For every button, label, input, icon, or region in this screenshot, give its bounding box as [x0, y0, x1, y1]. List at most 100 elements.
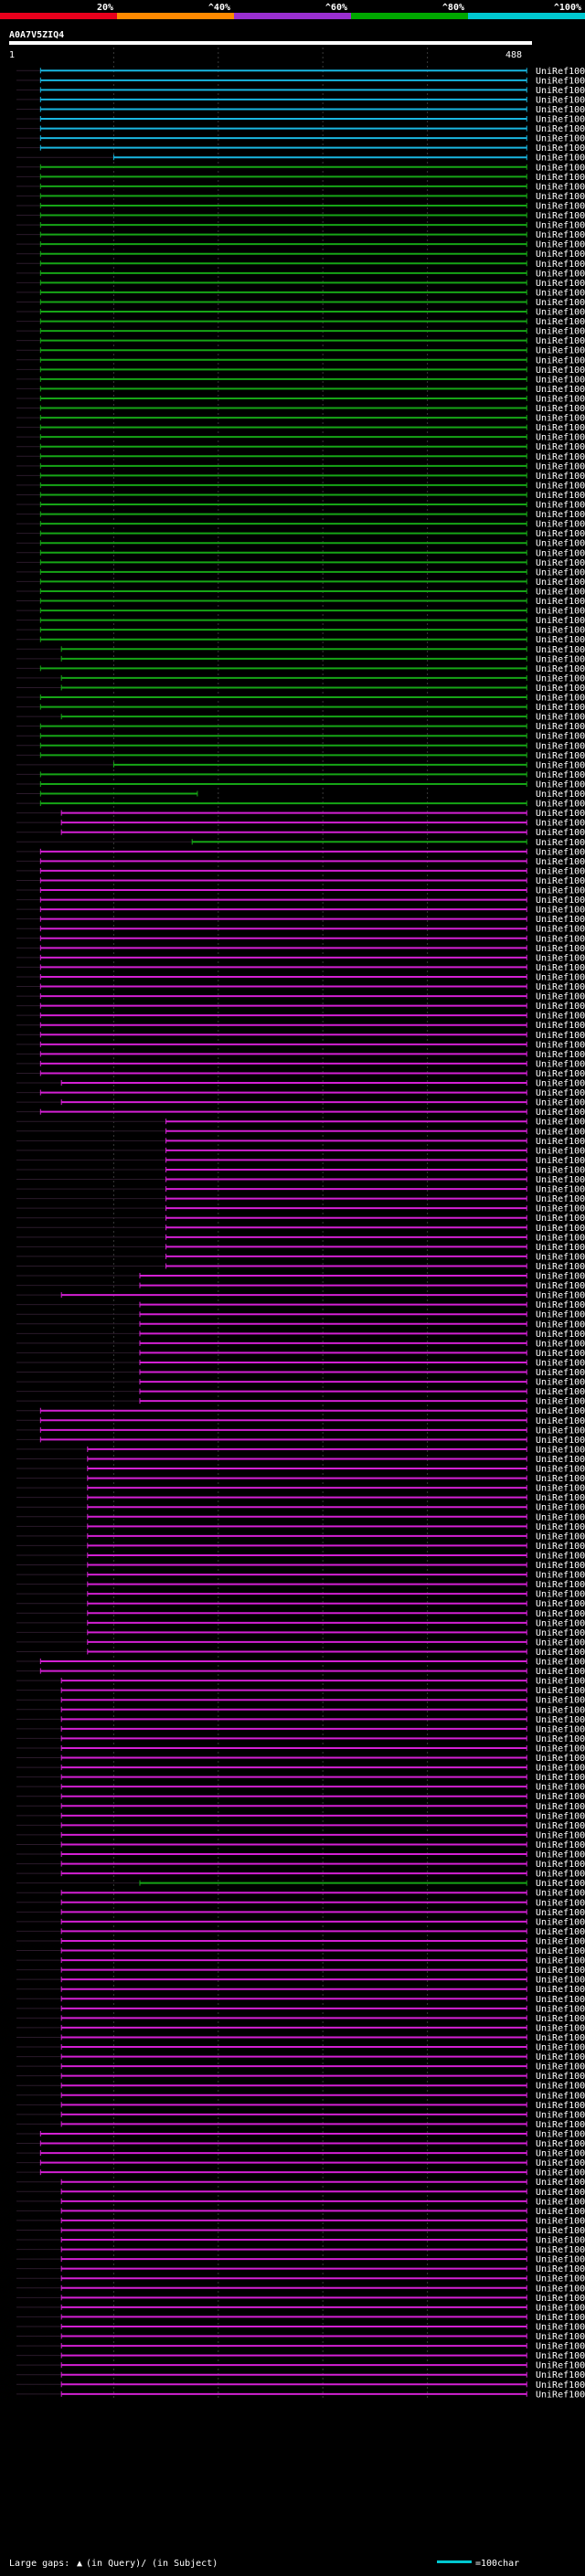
hit-id-label[interactable]: UniRef100_B4JSP5 — [536, 2284, 585, 2294]
hit-id-label[interactable]: UniRef100_Q7UZV5 — [536, 2149, 585, 2159]
hit-id-label[interactable]: UniRef100_Q8XAR0 — [536, 1214, 585, 1224]
hit-id-label[interactable]: UniRef100_UP1000.. — [536, 2101, 585, 2111]
hit-id-label[interactable]: UniRef100_Q84179 — [536, 308, 585, 318]
hit-id-label[interactable]: UniRef100_Q6GPN2 — [536, 1493, 585, 1503]
hit-id-label[interactable]: UniRef100_C5Q2B5 — [536, 1185, 585, 1195]
hit-id-label[interactable]: UniRef100_Q9SPH0 — [536, 1118, 585, 1128]
hit-id-label[interactable]: UniRef100_UP1000.. — [536, 857, 585, 867]
hit-id-label[interactable]: UniRef100_Q2MJ44 — [536, 1802, 585, 1812]
hit-id-label[interactable]: UniRef100_Q22547 — [536, 1927, 585, 1937]
hit-id-label[interactable]: UniRef100_B9T5S8 — [536, 963, 585, 973]
hit-id-label[interactable]: UniRef100_A9P833 — [536, 520, 585, 530]
hit-id-label[interactable]: UniRef100_B0TZY4 — [536, 1599, 585, 1609]
hit-id-label[interactable]: UniRef100_A9NXS7 — [536, 703, 585, 713]
hit-id-label[interactable]: UniRef100_B9R826 — [536, 240, 585, 250]
hit-id-label[interactable]: UniRef100_Q2QSP0 — [536, 684, 585, 694]
hit-id-label[interactable]: UniRef100_Q5ZC46 — [536, 2380, 585, 2390]
hit-id-label[interactable]: UniRef100_UP1000.. — [536, 1840, 585, 1850]
hit-id-label[interactable]: UniRef100_Q5DE11 — [536, 1976, 585, 1986]
hit-id-label[interactable]: UniRef100_UP1000.. — [536, 1300, 585, 1310]
hit-id-label[interactable]: UniRef100_Q43580 — [536, 558, 585, 568]
hit-id-label[interactable]: UniRef100_A5AEP3 — [536, 944, 585, 954]
hit-id-label[interactable]: UniRef100_A9P971 — [536, 182, 585, 192]
hit-id-label[interactable]: UniRef100_UP1000.. — [536, 1445, 585, 1455]
hit-id-label[interactable]: UniRef100_Q6UB43 — [536, 355, 585, 366]
hit-id-label[interactable]: UniRef100_A6E4C3 — [536, 1059, 585, 1069]
hit-id-label[interactable]: UniRef100_Q70136 — [536, 673, 585, 684]
hit-id-label[interactable]: UniRef100_Q9N166 — [536, 1734, 585, 1744]
hit-id-label[interactable]: UniRef100_Q0KJ00 — [536, 67, 585, 77]
hit-id-label[interactable]: UniRef100_Q9M5A0 — [536, 2322, 585, 2332]
hit-id-label[interactable]: UniRef100_Q41698 — [536, 134, 585, 144]
hit-id-label[interactable]: UniRef100_Q8RW09 — [536, 2197, 585, 2207]
hit-id-label[interactable]: UniRef100_B5U4X8 — [536, 1233, 585, 1243]
hit-id-label[interactable]: UniRef100_UP1000.. — [536, 1455, 585, 1465]
hit-id-label[interactable]: UniRef100_A7PZE2 — [536, 2168, 585, 2178]
hit-id-label[interactable]: UniRef100_UP1000.. — [536, 1898, 585, 1908]
hit-id-label[interactable]: UniRef100_C0PS89 — [536, 722, 585, 732]
hit-id-label[interactable]: UniRef100_Q27058 — [536, 1764, 585, 1774]
hit-id-label[interactable]: UniRef100_Q4BQC6 — [536, 1204, 585, 1214]
hit-id-label[interactable]: UniRef100_Q26909 — [536, 1088, 585, 1098]
hit-id-label[interactable]: UniRef100_Q5PX53 — [536, 2351, 585, 2361]
hit-id-label[interactable]: UniRef100_Q6F6A6 — [536, 1339, 585, 1349]
hit-id-label[interactable]: UniRef100_B5U4X2 — [536, 1224, 585, 1234]
hit-id-label[interactable]: UniRef100_A5H1J3 — [536, 288, 585, 298]
hit-id-label[interactable]: UniRef100_Q22HB1 — [536, 1773, 585, 1783]
hit-id-label[interactable]: UniRef100_Q9XCL7 — [536, 934, 585, 944]
hit-id-label[interactable]: UniRef100_Q4W4Z4 — [536, 1426, 585, 1436]
hit-id-label[interactable]: UniRef100_Q9SUL1 — [536, 567, 585, 578]
hit-id-label[interactable]: UniRef100_A9PIG7 — [536, 694, 585, 704]
hit-id-label[interactable]: UniRef100_UP1000.. — [536, 809, 585, 819]
hit-id-label[interactable]: UniRef100_A9CPH5 — [536, 1262, 585, 1272]
hit-id-label[interactable]: UniRef100_B3P3K7 — [536, 2294, 585, 2304]
hit-id-label[interactable]: UniRef100_Q5U969 — [536, 1936, 585, 1946]
hit-id-label[interactable]: UniRef100_Q0QCH0 — [536, 1310, 585, 1320]
hit-id-label[interactable]: UniRef100_Q2VZW9 — [536, 1658, 585, 1668]
hit-id-label[interactable]: UniRef100_A2XRT6 — [536, 972, 585, 982]
hit-id-label[interactable]: UniRef100_Q9XFU7 — [536, 2236, 585, 2246]
hit-id-label[interactable]: UniRef100_Q40877 — [536, 1406, 585, 1416]
hit-id-label[interactable]: UniRef100_B4N166 — [536, 1532, 585, 1542]
hit-id-label[interactable]: UniRef100_A5NLX9 — [536, 982, 585, 992]
hit-id-label[interactable]: UniRef100_UP1000.. — [536, 211, 585, 221]
hit-id-label[interactable]: UniRef100_B9RBS9 — [536, 2216, 585, 2226]
hit-id-label[interactable]: UniRef100_Q9M7D6 — [536, 366, 585, 376]
hit-id-label[interactable]: UniRef100_Q8N178 — [536, 2110, 585, 2120]
hit-id-label[interactable]: UniRef100_C0HA38 — [536, 1397, 585, 1407]
hit-id-label[interactable]: UniRef100_Q24322 — [536, 86, 585, 96]
hit-id-label[interactable]: UniRef100_Q6GPN3 — [536, 1484, 585, 1494]
hit-id-label[interactable]: UniRef100_Q2QP97 — [536, 1069, 585, 1079]
hit-id-label[interactable]: UniRef100_Q86EP7 — [536, 1966, 585, 1976]
hit-id-label[interactable]: UniRef100_C5Q2B4 — [536, 1194, 585, 1204]
hit-id-label[interactable]: UniRef100_C1FF77 — [536, 1474, 585, 1484]
hit-id-label[interactable]: UniRef100_UP1000.. — [536, 1281, 585, 1291]
hit-id-label[interactable]: UniRef100_Q2QKD8 — [536, 1368, 585, 1378]
hit-id-label[interactable]: UniRef100_B4FXA0 — [536, 626, 585, 636]
hit-id-label[interactable]: UniRef100_Q2QKD6 — [536, 2178, 585, 2188]
hit-id-label[interactable]: UniRef100_Q26884 — [536, 1618, 585, 1628]
hit-id-label[interactable]: UniRef100_Q5SE32 — [536, 1156, 585, 1166]
hit-id-label[interactable]: UniRef100_Q26883 — [536, 1522, 585, 1532]
hit-id-label[interactable]: UniRef100_Q7QC77 — [536, 1917, 585, 1927]
hit-id-label[interactable]: UniRef100_C5Q2B7 — [536, 1175, 585, 1185]
hit-id-label[interactable]: UniRef100_Q9A9S5 — [536, 838, 585, 848]
hit-id-label[interactable]: UniRef100_Q4CVG0 — [536, 1512, 585, 1522]
hit-id-label[interactable]: UniRef100_A6B177 — [536, 2274, 585, 2284]
hit-id-label[interactable]: UniRef100_B1PL56 — [536, 1079, 585, 1089]
hit-id-label[interactable]: UniRef100_Q5SE5F0 — [536, 1127, 585, 1137]
hit-id-label[interactable]: UniRef100_Q5SE23 — [536, 1137, 585, 1147]
hit-id-label[interactable]: UniRef100_Q9M7D4 — [536, 404, 585, 414]
hit-id-label[interactable]: UniRef100_Q9N856 — [536, 1908, 585, 1918]
hit-id-label[interactable]: UniRef100_Q26886 — [536, 1648, 585, 1658]
hit-id-label[interactable]: UniRef100_B9HHA4 — [536, 481, 585, 491]
hit-id-label[interactable]: UniRef100_B4XIM1 — [536, 1724, 585, 1734]
hit-id-label[interactable]: UniRef100_C4Q6M0 — [536, 2062, 585, 2072]
hit-id-label[interactable]: UniRef100_A9NU42 — [536, 819, 585, 829]
hit-id-label[interactable]: UniRef100_C4L254 — [536, 2120, 585, 2130]
hit-id-label[interactable]: UniRef100_Q1U6Q9 — [536, 1754, 585, 1764]
hit-id-label[interactable]: UniRef100_B5U3U5 — [536, 1821, 585, 1831]
hit-id-label[interactable]: UniRef100_Q9SY59 — [536, 886, 585, 896]
hit-id-label[interactable]: UniRef100_A6N8F9 — [536, 2158, 585, 2168]
hit-id-label[interactable]: UniRef100_Q4DW03 — [536, 1609, 585, 1619]
